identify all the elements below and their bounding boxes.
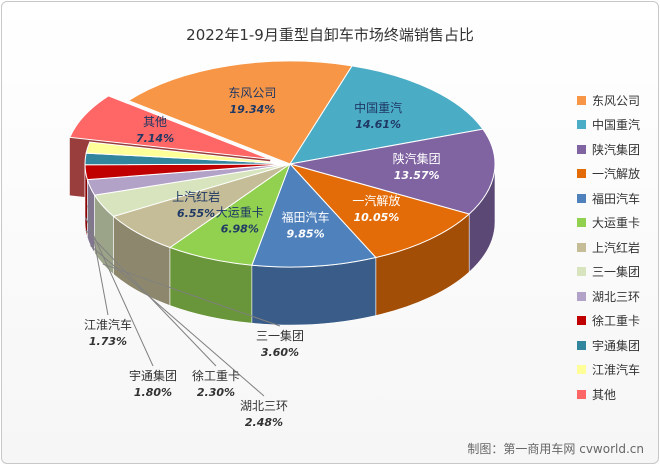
legend-swatch	[577, 340, 586, 350]
slice-name-label: 其他	[143, 115, 167, 129]
slice-value-label: 6.55%	[177, 207, 215, 220]
legend-swatch	[577, 144, 586, 154]
legend-swatch	[577, 267, 586, 277]
slice-value-label: 6.98%	[221, 223, 259, 236]
legend-item: 一汽解放	[577, 162, 640, 187]
leader-line	[102, 263, 281, 327]
legend-item: 东风公司	[577, 88, 640, 113]
legend-item: 宇通集团	[577, 333, 640, 358]
slice-name-label: 福田汽车	[282, 209, 330, 224]
slice-name-label: 大运重卡	[216, 206, 264, 220]
slice-name-label: 宇通集团	[129, 368, 177, 383]
legend-swatch	[577, 120, 586, 130]
legend-item: 其他	[577, 382, 640, 407]
pie-slice	[69, 95, 271, 160]
slice-value-label: 1.73%	[89, 335, 127, 348]
slice-name-label: 一汽解放	[352, 193, 400, 208]
data-labels: 东风公司 19.34% 中国重汽 14.61% 陕汽集团 13.57% 一汽解放 10.05%…	[84, 86, 441, 429]
slice-value-label: 9.85%	[286, 227, 324, 240]
leader-line	[85, 229, 217, 367]
slice-name-label: 徐工重卡	[192, 368, 240, 383]
legend-swatch	[577, 389, 586, 399]
slice-value-label: 2.48%	[245, 416, 283, 429]
slice-name-label: 东风公司	[228, 86, 276, 100]
legend-label: 中国重汽	[592, 118, 641, 133]
slice-value-label: 19.34%	[230, 103, 276, 116]
legend-item: 徐工重卡	[577, 309, 640, 334]
slice-side	[251, 257, 377, 326]
slice-value-label: 13.57%	[394, 169, 440, 182]
slice-value-label: 7.14%	[136, 132, 174, 145]
pie-slice	[288, 163, 471, 259]
pie-slice	[251, 163, 377, 268]
leader-line	[84, 216, 154, 367]
slice-value-label: 14.61%	[355, 118, 401, 131]
pie-slice	[288, 65, 484, 165]
legend-swatch	[577, 95, 586, 105]
legend-swatch	[577, 291, 586, 301]
legend-label: 徐工重卡	[592, 314, 641, 329]
slice-value-label: 10.05%	[354, 211, 400, 224]
legend-label: 福田汽车	[592, 191, 641, 206]
legend-swatch	[577, 169, 586, 179]
slice-value-label: 2.30%	[197, 386, 235, 399]
leader-line	[90, 245, 265, 397]
legend-label: 大运重卡	[592, 216, 641, 231]
legend-item: 陕汽集团	[577, 137, 640, 162]
slice-name-label: 江淮汽车	[84, 317, 132, 332]
legend-label: 一汽解放	[592, 167, 641, 182]
legend-label: 上汽红岩	[592, 240, 641, 255]
slice-name-label: 湖北三环	[240, 398, 288, 413]
legend: 东风公司中国重汽陕汽集团一汽解放福田汽车大运重卡上汽红岩三一集团湖北三环徐工重卡…	[577, 88, 640, 407]
legend-item: 三一集团	[577, 260, 640, 285]
legend-swatch	[577, 218, 586, 228]
legend-swatch	[577, 316, 586, 326]
legend-swatch	[577, 242, 586, 252]
legend-label: 湖北三环	[592, 289, 641, 304]
legend-label: 东风公司	[592, 93, 641, 108]
legend-item: 江淮汽车	[577, 358, 640, 383]
credit-text: 制图：第一商用车网 cvworld.cn	[467, 442, 644, 456]
slice-name-label: 陕汽集团	[393, 151, 441, 166]
legend-item: 湖北三环	[577, 284, 640, 309]
pie-slice	[127, 60, 353, 165]
legend-label: 江淮汽车	[592, 363, 641, 378]
legend-item: 上汽红岩	[577, 235, 640, 260]
slice-name-label: 中国重汽	[354, 100, 402, 115]
legend-swatch	[577, 193, 586, 203]
slice-name-label: 上汽红岩	[172, 189, 220, 204]
slice-name-label: 三一集团	[256, 328, 304, 343]
chart-title: 2022年1-9月重型自卸车市场终端销售占比	[186, 26, 474, 44]
pie-slice	[289, 128, 496, 215]
legend-item: 福田汽车	[577, 186, 640, 211]
slice-value-label: 3.60%	[261, 346, 299, 359]
legend-label: 三一集团	[592, 265, 641, 280]
legend-swatch	[577, 365, 586, 375]
leader-line	[87, 205, 109, 316]
pie-tops	[69, 60, 496, 268]
pie-slice	[85, 141, 291, 165]
legend-label: 陕汽集团	[592, 142, 641, 157]
legend-label: 其他	[592, 387, 617, 402]
legend-label: 宇通集团	[592, 338, 641, 353]
legend-item: 中国重汽	[577, 113, 640, 138]
slice-value-label: 1.80%	[134, 386, 172, 399]
legend-item: 大运重卡	[577, 211, 640, 236]
